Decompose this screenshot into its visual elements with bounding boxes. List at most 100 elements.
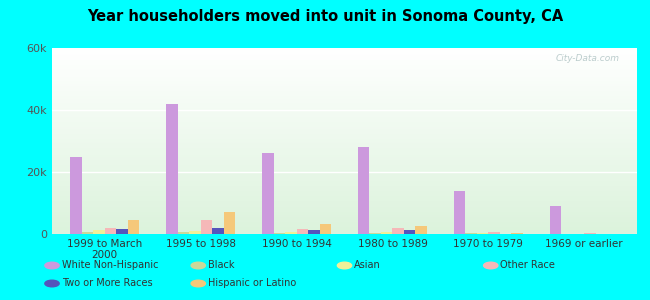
Bar — [177, 232, 189, 234]
Bar — [105, 228, 116, 234]
Text: City-Data.com: City-Data.com — [556, 54, 619, 63]
Bar — [82, 232, 93, 234]
Bar — [52, 139, 637, 140]
Bar — [52, 215, 637, 217]
Bar — [52, 105, 637, 106]
Bar — [52, 129, 637, 130]
Bar — [52, 141, 637, 142]
Bar — [488, 232, 500, 234]
Bar — [52, 64, 637, 65]
Bar — [52, 161, 637, 162]
Bar — [70, 157, 82, 234]
Bar — [52, 168, 637, 169]
Bar — [52, 130, 637, 131]
Bar — [52, 233, 637, 234]
Bar — [52, 114, 637, 115]
Bar — [52, 78, 637, 79]
Bar — [52, 148, 637, 150]
Bar — [52, 80, 637, 82]
Bar — [308, 230, 320, 234]
Bar — [584, 233, 596, 234]
Text: Year householders moved into unit in Sonoma County, CA: Year householders moved into unit in Son… — [87, 9, 563, 24]
Bar — [52, 143, 637, 145]
Bar — [52, 68, 637, 69]
Bar — [52, 184, 637, 186]
Bar — [404, 230, 415, 234]
Bar — [52, 206, 637, 207]
Bar — [52, 121, 637, 122]
Bar — [477, 233, 488, 234]
Bar — [52, 208, 637, 209]
Bar — [52, 73, 637, 74]
Bar — [52, 183, 637, 184]
Bar — [52, 93, 637, 94]
Bar — [52, 213, 637, 214]
Bar — [52, 169, 637, 171]
Bar — [52, 48, 637, 49]
Bar — [52, 134, 637, 135]
Bar — [52, 151, 637, 152]
Bar — [212, 228, 224, 234]
Bar — [52, 124, 637, 125]
Bar — [52, 116, 637, 117]
Bar — [52, 136, 637, 137]
Bar — [52, 210, 637, 212]
Bar — [52, 137, 637, 139]
Bar — [52, 167, 637, 168]
Bar — [52, 218, 637, 219]
Bar — [52, 217, 637, 218]
Bar — [52, 132, 637, 134]
Bar — [52, 70, 637, 72]
Bar — [52, 156, 637, 157]
Bar — [128, 220, 139, 234]
Bar — [52, 200, 637, 202]
Bar — [296, 229, 308, 234]
Bar — [393, 228, 404, 234]
Bar — [52, 112, 637, 114]
Text: Asian: Asian — [354, 260, 381, 271]
Bar — [52, 150, 637, 151]
Bar — [454, 190, 465, 234]
Bar — [52, 101, 637, 103]
Bar — [52, 232, 637, 233]
Bar — [52, 225, 637, 226]
Bar — [201, 220, 212, 234]
Bar — [52, 109, 637, 110]
Bar — [52, 197, 637, 198]
Bar — [52, 122, 637, 124]
Bar — [52, 117, 637, 119]
Bar — [52, 84, 637, 85]
Bar — [52, 203, 637, 204]
Bar — [52, 54, 637, 56]
Bar — [52, 162, 637, 163]
Bar — [274, 233, 285, 234]
Bar — [52, 60, 637, 62]
Bar — [52, 52, 637, 53]
Bar — [52, 135, 637, 136]
Bar — [358, 147, 369, 234]
Bar — [52, 190, 637, 192]
Bar — [52, 82, 637, 83]
Bar — [52, 172, 637, 173]
Bar — [52, 192, 637, 193]
Bar — [52, 69, 637, 70]
Bar — [52, 103, 637, 104]
Bar — [52, 100, 637, 101]
Bar — [52, 142, 637, 143]
Bar — [52, 152, 637, 153]
Bar — [52, 104, 637, 105]
Bar — [52, 171, 637, 172]
Bar — [224, 212, 235, 234]
Bar — [52, 194, 637, 196]
Bar — [52, 173, 637, 175]
Bar — [52, 119, 637, 120]
Bar — [52, 76, 637, 78]
Bar — [52, 106, 637, 107]
Bar — [52, 224, 637, 225]
Bar — [52, 154, 637, 156]
Bar — [52, 140, 637, 141]
Text: Hispanic or Latino: Hispanic or Latino — [208, 278, 296, 289]
Bar — [52, 90, 637, 92]
Bar — [52, 196, 637, 197]
Bar — [550, 206, 561, 234]
